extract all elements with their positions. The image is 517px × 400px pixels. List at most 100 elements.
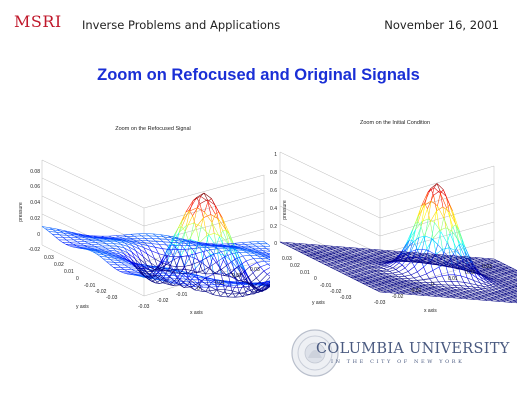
mesh-line: [496, 278, 504, 280]
mesh-line: [358, 267, 365, 269]
mesh-line: [424, 253, 432, 255]
mesh-line: [316, 254, 323, 256]
mesh-line: [384, 281, 389, 283]
mesh-line: [412, 252, 419, 254]
mesh-line: [223, 281, 231, 283]
mesh-line: [373, 275, 377, 278]
mesh-line: [407, 260, 414, 262]
mesh-line: [368, 285, 372, 288]
mesh-line: [482, 281, 487, 285]
mesh-line: [341, 254, 349, 256]
mesh-line: [496, 262, 500, 265]
mesh-line: [466, 285, 474, 288]
mesh-line: [420, 261, 424, 264]
mesh-line: [200, 243, 205, 245]
mesh-line: [512, 302, 517, 304]
mesh-line: [371, 266, 375, 268]
mesh-line: [385, 276, 389, 279]
mesh-line: [423, 260, 430, 262]
mesh-line: [255, 245, 260, 249]
mesh-line: [440, 290, 444, 293]
mesh-line: [364, 270, 368, 273]
mesh-line: [354, 273, 361, 275]
mesh-line: [197, 207, 205, 213]
mesh-line: [92, 251, 101, 254]
mesh-line: [408, 290, 416, 292]
mesh-line: [330, 264, 334, 267]
mesh-line: [306, 252, 314, 254]
mesh-line: [131, 268, 140, 270]
mesh-line: [82, 234, 86, 237]
mesh-line: [474, 257, 479, 260]
mesh-line: [251, 250, 255, 252]
mesh-line: [386, 289, 394, 291]
mesh-line: [439, 258, 447, 260]
mesh-line: [262, 253, 270, 256]
mesh-line: [412, 237, 420, 243]
mesh-line: [192, 243, 197, 247]
mesh-line: [242, 254, 251, 257]
mesh-line: [176, 278, 181, 285]
mesh-line: [348, 268, 352, 271]
mesh-line: [512, 299, 516, 302]
mesh-line: [429, 261, 437, 263]
mesh-line: [231, 253, 236, 260]
mesh-line: [411, 257, 418, 259]
mesh-line: [83, 244, 92, 246]
mesh-line: [418, 235, 426, 238]
mesh-line: [496, 297, 501, 300]
mesh-line: [63, 232, 72, 235]
mesh-line: [493, 298, 501, 300]
mesh-line: [342, 249, 346, 252]
mesh-line: [174, 240, 183, 242]
mesh-line: [344, 274, 348, 277]
mesh-line: [386, 287, 391, 290]
mesh-line: [353, 278, 360, 280]
mesh-line: [352, 267, 356, 270]
mesh-line: [90, 247, 95, 250]
mesh-line: [205, 291, 214, 295]
mesh-line: [190, 276, 195, 281]
mesh-line: [325, 256, 332, 258]
mesh-line: [501, 272, 505, 275]
mesh-line: [374, 286, 381, 288]
mesh-line: [173, 282, 177, 286]
mesh-line: [415, 248, 423, 250]
mesh-line: [373, 288, 378, 291]
mesh-line: [196, 277, 205, 279]
mesh-line: [333, 263, 341, 265]
mesh-line: [500, 293, 504, 296]
mesh-line: [493, 261, 497, 264]
mesh-line: [412, 229, 416, 243]
mesh-line: [345, 266, 350, 269]
mesh-line: [482, 271, 489, 273]
mesh-line: [123, 272, 128, 275]
mesh-line: [181, 241, 190, 243]
mesh-line: [129, 240, 138, 243]
mesh-line: [368, 280, 373, 283]
mesh-line: [125, 261, 129, 264]
mesh-line: [494, 272, 502, 274]
mesh-line: [461, 298, 469, 300]
mesh-line: [333, 265, 337, 268]
mesh-line: [383, 268, 387, 271]
mesh-line: [268, 258, 270, 260]
mesh-line: [249, 266, 254, 273]
mesh-line: [178, 273, 183, 277]
mesh-line: [420, 259, 427, 261]
mesh-line: [468, 293, 473, 296]
mesh-line: [358, 251, 365, 253]
mesh-line: [403, 284, 407, 287]
mesh-line: [437, 288, 445, 290]
mesh-line: [193, 222, 202, 227]
mesh-line: [303, 251, 311, 253]
z-tick: 0.08: [30, 169, 40, 175]
mesh-line: [80, 243, 85, 246]
mesh-line: [378, 262, 385, 265]
mesh-line: [454, 284, 458, 288]
mesh-line: [249, 241, 253, 245]
mesh-line: [230, 287, 235, 295]
mesh-line: [398, 293, 406, 295]
mesh-line: [435, 275, 443, 278]
mesh-line: [421, 192, 429, 207]
